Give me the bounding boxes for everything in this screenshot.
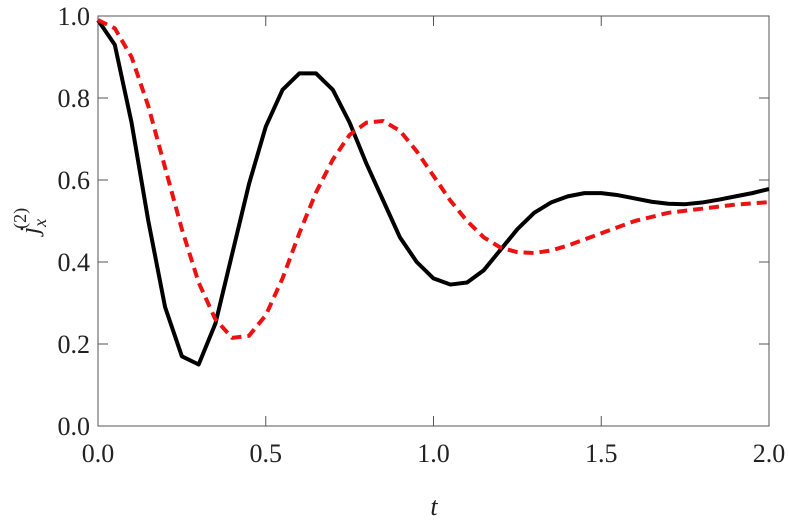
x-axis-label: t [430,492,438,521]
y-tick-label: 1.0 [58,2,91,31]
x-tick-label: 2.0 [753,439,786,468]
y-tick-label: 0.8 [58,84,91,113]
y-tick-label: 0.6 [58,166,91,195]
y-axis-label: jx(2) [10,208,50,237]
y-label-sup: (2) [10,208,31,229]
y-label-base: j [15,227,44,237]
series-line [97,18,770,340]
x-tick-label: 1.5 [585,439,618,468]
y-tick-label: 0.4 [58,248,91,277]
y-tick-label: 0.2 [58,330,91,359]
y-tick-label: 0.0 [58,412,91,441]
x-tick-label: 1.0 [417,439,450,468]
x-tick-label: 0.0 [82,439,115,468]
x-tick-label: 0.5 [250,439,283,468]
series-line [96,18,770,367]
y-label-sub: x [30,219,50,228]
